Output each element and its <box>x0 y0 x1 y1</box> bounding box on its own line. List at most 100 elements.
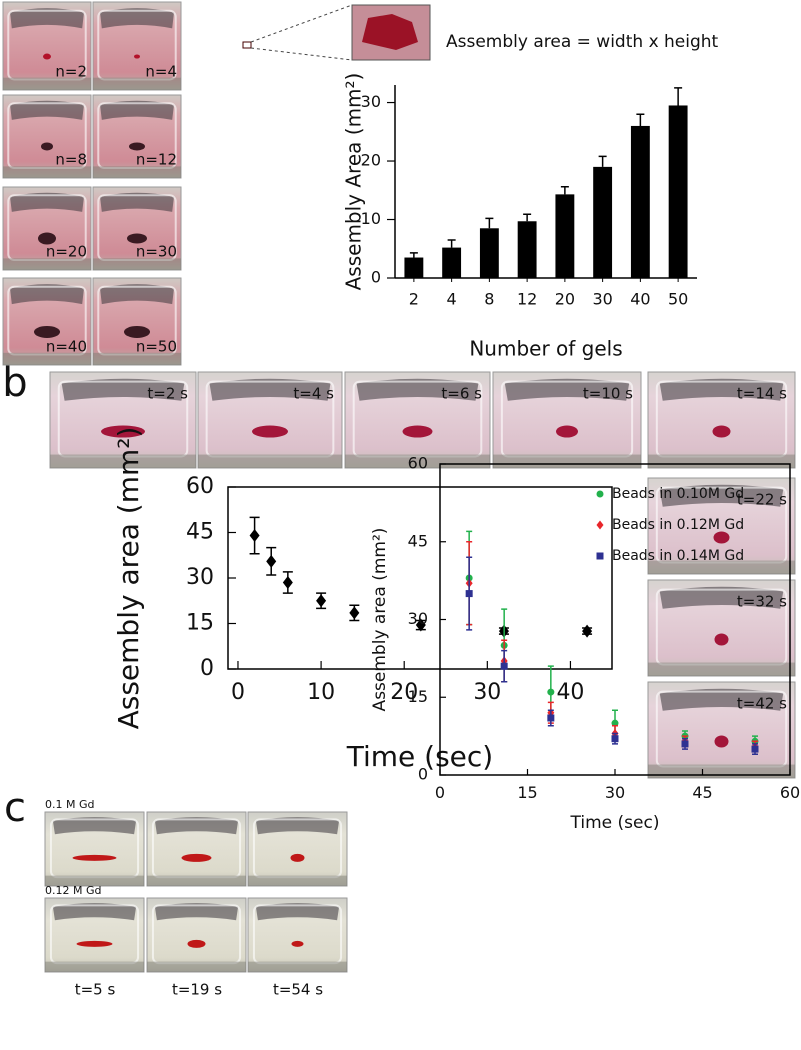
y-tick-label: 45 <box>408 531 428 550</box>
tray-wall <box>655 486 788 564</box>
photo <box>2 186 92 271</box>
x-tick-label: 4 <box>447 290 457 309</box>
bead-cluster <box>101 425 145 438</box>
y-tick-label: 0 <box>371 268 381 287</box>
tray-rim <box>100 8 174 29</box>
error-bar <box>523 213 532 222</box>
tray-wall <box>97 102 177 170</box>
bead-cluster <box>72 854 117 861</box>
tray-rim <box>154 817 239 835</box>
bead-cluster <box>402 425 433 438</box>
photo-label: n=30 <box>136 243 177 261</box>
tray-rim <box>10 192 84 212</box>
point <box>547 688 555 696</box>
plot-frame <box>227 486 613 670</box>
legend-marker <box>596 520 604 530</box>
photo-label: n=8 <box>55 151 87 169</box>
tray-wall <box>97 194 177 262</box>
tray-wall <box>57 380 189 458</box>
inset-marker <box>242 41 252 49</box>
photo <box>92 1 182 91</box>
error-bar <box>447 239 456 248</box>
bead-cluster <box>134 54 140 59</box>
y-axis-label: Assembly area (mm²) <box>370 528 390 712</box>
photo <box>2 94 92 179</box>
x-tick-label: 0 <box>435 783 445 802</box>
tray-rim <box>659 484 784 507</box>
x-axis-label: Time (sec) <box>570 813 660 833</box>
photo <box>247 811 348 887</box>
photo <box>647 681 796 779</box>
tray-base <box>493 454 641 468</box>
point <box>547 714 555 722</box>
y-tick-label: 60 <box>408 454 428 473</box>
error-bar <box>598 155 607 167</box>
tray-wall <box>97 9 177 81</box>
tray-base <box>248 961 347 972</box>
photo <box>146 811 247 887</box>
tray-wall <box>252 818 343 879</box>
annotation: Assembly area = width x height <box>446 32 719 52</box>
error-bar <box>636 113 645 126</box>
tray-rim <box>52 817 137 835</box>
tray-wall <box>7 194 87 262</box>
photo <box>44 811 145 887</box>
point <box>266 554 277 568</box>
tray-base <box>648 454 795 468</box>
tray-base <box>93 352 181 365</box>
y-tick-label: 45 <box>186 520 214 545</box>
row-label: 0.12 M Gd <box>45 884 101 897</box>
tray-wall <box>49 818 140 879</box>
photo <box>197 371 343 469</box>
tray-rim <box>209 378 331 401</box>
tray-rim <box>10 8 84 29</box>
bar <box>630 125 650 278</box>
error-bar <box>560 186 569 195</box>
bar <box>479 228 499 278</box>
inset-blob <box>362 14 418 50</box>
tray-rim <box>61 378 185 401</box>
bead-cluster <box>41 142 53 151</box>
tray-rim <box>10 284 84 305</box>
photo-label: t=42 s <box>737 695 787 713</box>
tray-rim <box>504 378 630 401</box>
photo-label: t=10 s <box>583 385 633 403</box>
point <box>611 719 619 727</box>
tray-base <box>3 77 91 90</box>
y-tick-label: 15 <box>408 687 428 706</box>
photo <box>247 897 348 973</box>
tray-wall <box>97 285 177 356</box>
tray-wall <box>500 380 634 458</box>
photo <box>92 94 182 179</box>
bead-cluster <box>124 325 150 338</box>
point <box>282 576 293 590</box>
x-axis-label: Number of gels <box>469 337 622 361</box>
tray-base <box>3 166 91 178</box>
bead-cluster <box>252 425 288 438</box>
point <box>611 735 619 743</box>
tray-base <box>648 764 795 778</box>
photo <box>647 579 796 677</box>
x-tick-label: 8 <box>484 290 494 309</box>
y-tick-label: 20 <box>361 151 381 170</box>
photo-label: n=40 <box>46 338 87 356</box>
bead-cluster <box>129 142 145 151</box>
legend-label: Beads in 0.12M Gd <box>612 517 744 533</box>
tray-base <box>45 961 144 972</box>
photo-label: n=50 <box>136 338 177 356</box>
y-tick-label: 30 <box>408 609 428 628</box>
inset-connector <box>250 4 353 43</box>
x-tick-label: 30 <box>592 290 612 309</box>
inset-connector <box>250 47 353 61</box>
bead-cluster <box>76 940 113 947</box>
tray-rim <box>52 903 137 921</box>
tray-wall <box>655 690 788 768</box>
tray-rim <box>154 903 239 921</box>
tray-wall <box>205 380 335 458</box>
tray-rim <box>10 100 84 120</box>
photo-label: t=6 s <box>441 385 482 403</box>
tray-wall <box>7 9 87 81</box>
bead-cluster <box>714 735 729 748</box>
y-tick-label: 15 <box>186 611 214 636</box>
